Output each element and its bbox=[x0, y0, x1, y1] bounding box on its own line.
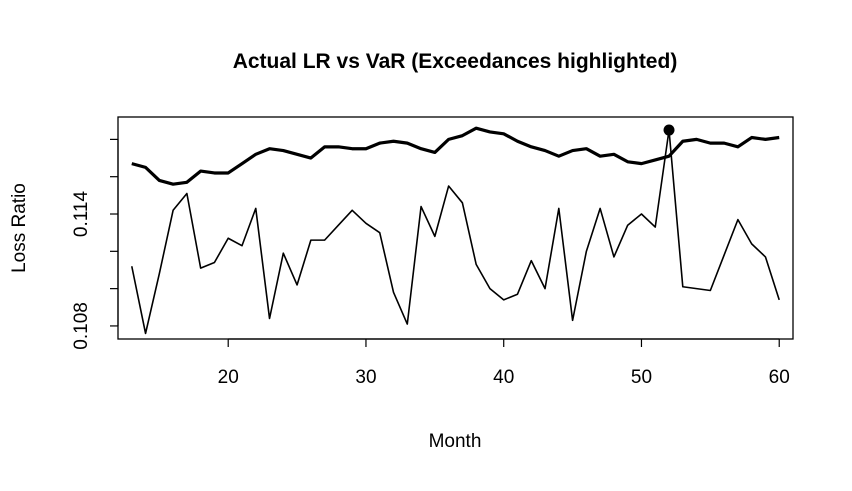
var-line bbox=[131, 126, 780, 186]
plot-frame bbox=[117, 116, 794, 340]
series-group bbox=[130, 124, 780, 335]
actual-lr-line bbox=[130, 129, 780, 335]
x-tick-label: 20 bbox=[218, 367, 239, 388]
x-tick-label: 60 bbox=[769, 367, 790, 388]
y-axis: 0.108 0.114 bbox=[71, 138, 119, 350]
x-tick-label: 40 bbox=[493, 367, 514, 388]
exceedance-point bbox=[663, 124, 675, 136]
x-tick-label: 50 bbox=[631, 367, 652, 388]
chart-title: Actual LR vs VaR (Exceedances highlighte… bbox=[233, 50, 678, 73]
y-axis-label: Loss Ratio bbox=[9, 183, 30, 273]
y-tick-label: 0.108 bbox=[71, 302, 92, 350]
x-axis-label: Month bbox=[429, 431, 482, 452]
x-axis: 20 30 40 50 60 bbox=[218, 338, 790, 388]
x-tick-label: 30 bbox=[355, 367, 376, 388]
y-tick-label: 0.114 bbox=[71, 191, 92, 238]
